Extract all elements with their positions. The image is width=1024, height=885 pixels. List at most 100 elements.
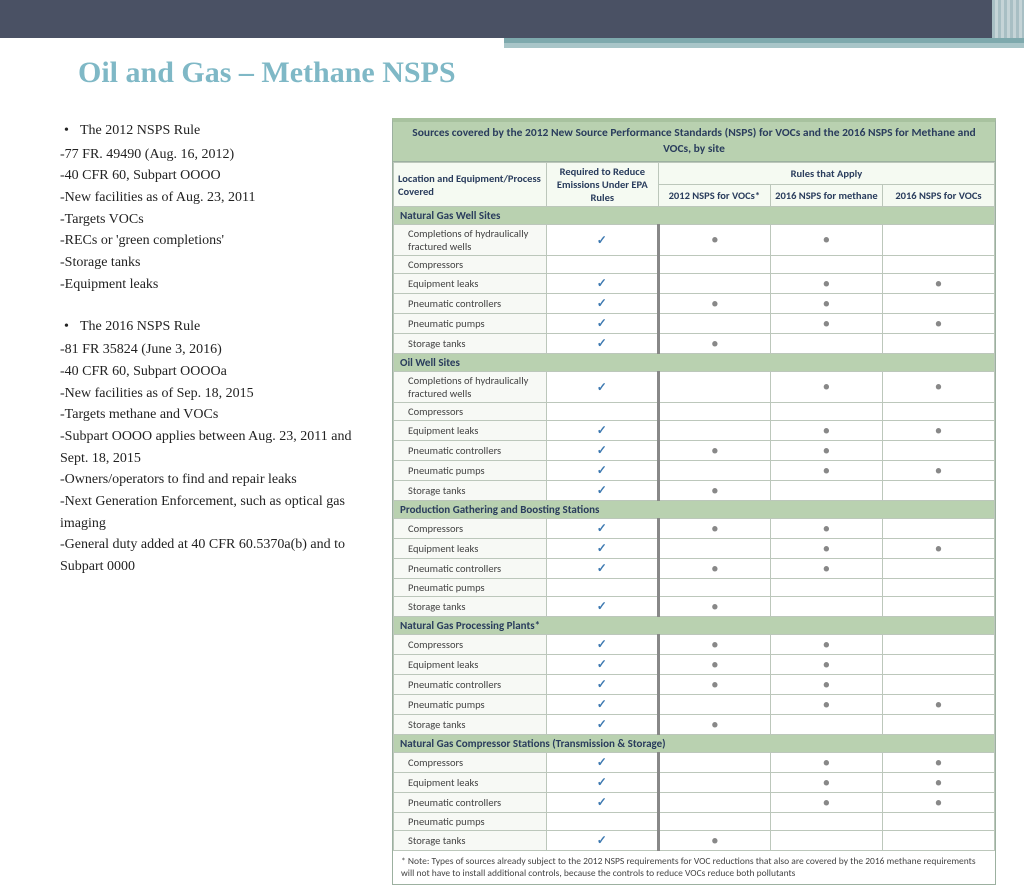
- cell-rule: •: [770, 695, 882, 715]
- table-grid: Location and Equipment/Process Covered R…: [393, 162, 995, 851]
- table-row: Pneumatic controllers✓••: [394, 294, 995, 314]
- row-label: Compressors: [394, 403, 547, 421]
- cell-required: ✓: [546, 294, 658, 314]
- row-label: Equipment leaks: [394, 773, 547, 793]
- row-label: Storage tanks: [394, 597, 547, 617]
- bullet-sub-line: -Owners/operators to find and repair lea…: [60, 469, 380, 491]
- cell-rule: [658, 539, 770, 559]
- cell-rule: •: [882, 539, 994, 559]
- cell-rule: •: [882, 461, 994, 481]
- cell-rule: [882, 294, 994, 314]
- accent-stripes: [992, 0, 1024, 38]
- cell-rule: [882, 256, 994, 274]
- table-row: Storage tanks✓•: [394, 715, 995, 735]
- cell-rule: [882, 481, 994, 501]
- cell-rule: •: [658, 334, 770, 354]
- cell-required: ✓: [546, 715, 658, 735]
- cell-rule: [658, 753, 770, 773]
- bullet-sub-line: -RECs or 'green completions': [60, 230, 380, 252]
- table-row: Pneumatic controllers✓••: [394, 559, 995, 579]
- table-row: Pneumatic pumps: [394, 813, 995, 831]
- top-bar: [0, 0, 1024, 38]
- cell-rule: [658, 461, 770, 481]
- table-row: Completions of hydraulically fractured w…: [394, 372, 995, 403]
- cell-rule: •: [658, 715, 770, 735]
- table-row: Compressors✓••: [394, 519, 995, 539]
- section-head-2: The 2016 NSPS Rule: [60, 316, 380, 338]
- table-row: Storage tanks✓•: [394, 831, 995, 851]
- cell-rule: •: [882, 421, 994, 441]
- cell-required: ✓: [546, 519, 658, 539]
- cell-rule: [658, 314, 770, 334]
- row-label: Storage tanks: [394, 831, 547, 851]
- cell-rule: [882, 225, 994, 256]
- cell-required: ✓: [546, 274, 658, 294]
- th-2016-methane: 2016 NSPS for methane: [770, 185, 882, 207]
- cell-rule: •: [658, 441, 770, 461]
- table-section-header: Natural Gas Well Sites: [394, 207, 995, 225]
- cell-rule: [770, 597, 882, 617]
- cell-rule: [882, 441, 994, 461]
- bullet-sub-line: -Next Generation Enforcement, such as op…: [60, 491, 380, 534]
- cell-required: ✓: [546, 441, 658, 461]
- bullet-sub-line: -Storage tanks: [60, 252, 380, 274]
- row-label: Pneumatic pumps: [394, 461, 547, 481]
- cell-rule: [770, 334, 882, 354]
- cell-rule: •: [882, 773, 994, 793]
- cell-rule: •: [770, 655, 882, 675]
- cell-rule: [658, 403, 770, 421]
- cell-rule: [658, 421, 770, 441]
- cell-required: ✓: [546, 481, 658, 501]
- cell-required: ✓: [546, 773, 658, 793]
- cell-rule: •: [882, 793, 994, 813]
- cell-rule: [882, 559, 994, 579]
- cell-required: ✓: [546, 559, 658, 579]
- cell-rule: •: [770, 441, 882, 461]
- table-row: Equipment leaks✓••: [394, 274, 995, 294]
- bullet-sub-line: -Targets VOCs: [60, 209, 380, 231]
- cell-rule: •: [770, 519, 882, 539]
- table-row: Pneumatic pumps✓••: [394, 695, 995, 715]
- th-2012-vocs: 2012 NSPS for VOCs*: [658, 185, 770, 207]
- row-label: Equipment leaks: [394, 655, 547, 675]
- row-label: Pneumatic controllers: [394, 441, 547, 461]
- accent-underline: [504, 38, 1024, 48]
- cell-required: ✓: [546, 695, 658, 715]
- cell-rule: •: [658, 225, 770, 256]
- table-row: Equipment leaks✓ ••: [394, 539, 995, 559]
- cell-required: ✓: [546, 421, 658, 441]
- cell-rule: [882, 519, 994, 539]
- cell-rule: [658, 695, 770, 715]
- row-label: Pneumatic controllers: [394, 793, 547, 813]
- cell-rule: •: [658, 831, 770, 851]
- row-label: Compressors: [394, 519, 547, 539]
- cell-rule: [770, 579, 882, 597]
- cell-rule: [770, 715, 882, 735]
- row-label: Pneumatic pumps: [394, 813, 547, 831]
- cell-rule: [658, 579, 770, 597]
- th-rules-apply: Rules that Apply: [658, 163, 994, 185]
- cell-rule: •: [770, 421, 882, 441]
- cell-rule: •: [882, 274, 994, 294]
- cell-required: ✓: [546, 539, 658, 559]
- cell-rule: •: [770, 539, 882, 559]
- table-row: Compressors: [394, 403, 995, 421]
- cell-rule: [882, 403, 994, 421]
- cell-rule: •: [658, 597, 770, 617]
- cell-rule: [882, 813, 994, 831]
- cell-rule: •: [882, 753, 994, 773]
- nsps-table: Sources covered by the 2012 New Source P…: [392, 118, 996, 885]
- cell-rule: •: [658, 675, 770, 695]
- row-label: Compressors: [394, 256, 547, 274]
- cell-required: ✓: [546, 675, 658, 695]
- cell-required: ✓: [546, 793, 658, 813]
- cell-rule: •: [770, 559, 882, 579]
- cell-rule: •: [770, 461, 882, 481]
- table-row: Equipment leaks✓••: [394, 655, 995, 675]
- row-label: Equipment leaks: [394, 539, 547, 559]
- bullet-sub-line: -New facilities as of Aug. 23, 2011: [60, 187, 380, 209]
- cell-rule: •: [770, 753, 882, 773]
- cell-rule: •: [770, 294, 882, 314]
- bullet-sub-line: -40 CFR 60, Subpart OOOO: [60, 165, 380, 187]
- cell-rule: [770, 831, 882, 851]
